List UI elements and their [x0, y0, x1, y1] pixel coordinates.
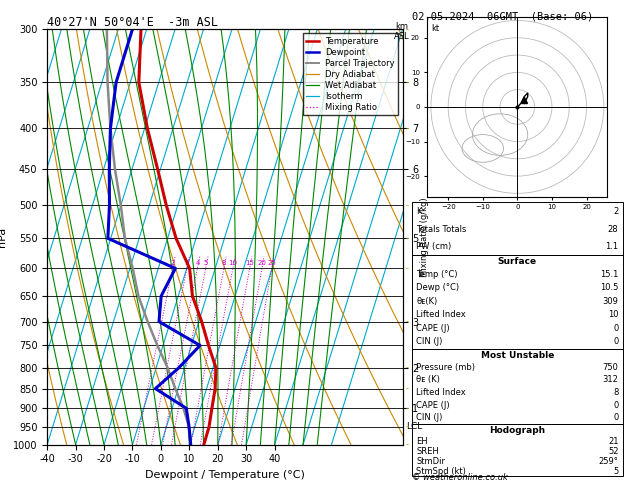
- Text: 0: 0: [613, 400, 618, 410]
- Text: 0: 0: [613, 337, 618, 347]
- Text: CIN (J): CIN (J): [416, 413, 443, 422]
- Text: CAPE (J): CAPE (J): [416, 324, 450, 333]
- Text: -: -: [406, 264, 409, 273]
- Text: 2: 2: [613, 207, 618, 216]
- Bar: [412, 202, 623, 255]
- Text: -: -: [406, 124, 409, 133]
- Text: Lifted Index: Lifted Index: [416, 388, 466, 397]
- Text: 1.1: 1.1: [605, 242, 618, 251]
- Text: 3: 3: [185, 260, 189, 266]
- Text: θᴇ(K): θᴇ(K): [416, 297, 437, 306]
- Text: Hodograph: Hodograph: [489, 426, 545, 435]
- Text: 10.5: 10.5: [600, 283, 618, 293]
- Text: -: -: [406, 440, 409, 449]
- Text: km
ASL: km ASL: [394, 22, 409, 41]
- Text: 28: 28: [608, 225, 618, 234]
- Text: Totals Totals: Totals Totals: [416, 225, 467, 234]
- Text: kt: kt: [431, 24, 439, 33]
- Text: 0: 0: [613, 413, 618, 422]
- Text: StmDir: StmDir: [416, 457, 445, 466]
- Text: 750: 750: [603, 363, 618, 372]
- Text: Most Unstable: Most Unstable: [481, 351, 554, 360]
- Text: 312: 312: [603, 375, 618, 384]
- Text: Lifted Index: Lifted Index: [416, 311, 466, 319]
- Text: Surface: Surface: [498, 258, 537, 266]
- Text: StmSpd (kt): StmSpd (kt): [416, 467, 466, 476]
- Y-axis label: Mixing Ratio (g/kg): Mixing Ratio (g/kg): [420, 197, 429, 277]
- Text: 15.1: 15.1: [600, 270, 618, 279]
- Bar: [412, 348, 623, 424]
- Text: 5: 5: [204, 260, 208, 266]
- Text: 25: 25: [267, 260, 276, 266]
- Bar: [412, 424, 623, 476]
- Text: 2: 2: [170, 260, 175, 266]
- Text: 10: 10: [608, 311, 618, 319]
- Text: SREH: SREH: [416, 447, 439, 456]
- Legend: Temperature, Dewpoint, Parcel Trajectory, Dry Adiabat, Wet Adiabat, Isotherm, Mi: Temperature, Dewpoint, Parcel Trajectory…: [303, 34, 398, 116]
- Text: -: -: [406, 422, 409, 432]
- Text: 02.05.2024  06GMT  (Base: 06): 02.05.2024 06GMT (Base: 06): [412, 11, 593, 21]
- Text: -: -: [406, 25, 409, 34]
- Text: 15: 15: [245, 260, 254, 266]
- Text: -: -: [406, 201, 409, 210]
- Text: Dewp (°C): Dewp (°C): [416, 283, 459, 293]
- Text: θᴇ (K): θᴇ (K): [416, 375, 440, 384]
- Text: Pressure (mb): Pressure (mb): [416, 363, 475, 372]
- Text: 40°27'N 50°04'E  -3m ASL: 40°27'N 50°04'E -3m ASL: [47, 16, 218, 29]
- Text: 10: 10: [228, 260, 237, 266]
- Text: LCL: LCL: [406, 422, 422, 432]
- Text: 8: 8: [221, 260, 226, 266]
- Text: © weatheronline.co.uk: © weatheronline.co.uk: [412, 473, 508, 482]
- Text: EH: EH: [416, 437, 428, 446]
- Text: 8: 8: [613, 388, 618, 397]
- Text: -: -: [406, 317, 409, 326]
- Text: CIN (J): CIN (J): [416, 337, 443, 347]
- Text: CAPE (J): CAPE (J): [416, 400, 450, 410]
- Text: K: K: [416, 207, 421, 216]
- Text: 4: 4: [195, 260, 199, 266]
- X-axis label: Dewpoint / Temperature (°C): Dewpoint / Temperature (°C): [145, 470, 305, 480]
- Y-axis label: hPa: hPa: [0, 227, 8, 247]
- Text: Temp (°C): Temp (°C): [416, 270, 458, 279]
- Text: 52: 52: [608, 447, 618, 456]
- Bar: [412, 255, 623, 348]
- Text: -: -: [406, 384, 409, 393]
- Text: -: -: [406, 404, 409, 413]
- Text: -: -: [406, 78, 409, 87]
- Text: 5: 5: [613, 467, 618, 476]
- Text: -: -: [406, 234, 409, 243]
- Text: 20: 20: [257, 260, 266, 266]
- Text: 259°: 259°: [599, 457, 618, 466]
- Text: 21: 21: [608, 437, 618, 446]
- Text: 0: 0: [613, 324, 618, 333]
- Text: -: -: [406, 363, 409, 372]
- Text: PW (cm): PW (cm): [416, 242, 452, 251]
- Text: 309: 309: [603, 297, 618, 306]
